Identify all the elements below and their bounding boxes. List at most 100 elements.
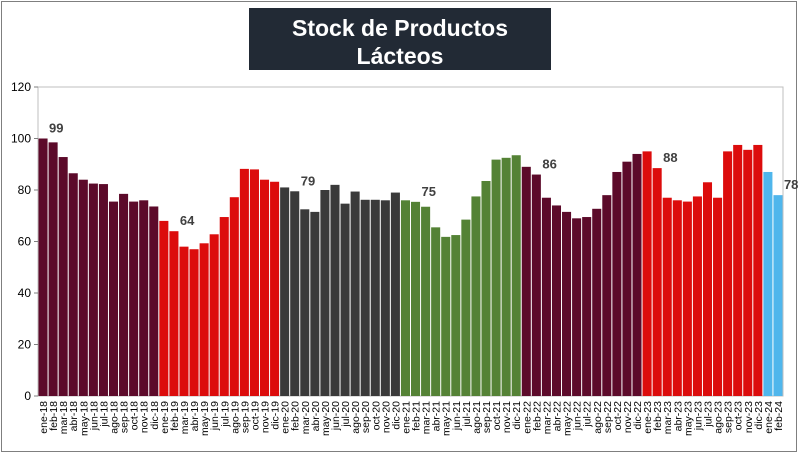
x-tick-label: jul-22 [582,401,594,428]
bar [98,184,108,396]
x-tick-label: sep-20 [360,401,372,433]
bar [270,181,280,396]
x-tick-label: ene-18 [38,401,50,434]
bar [602,195,612,396]
x-tick-label: mar-18 [58,401,70,434]
bar [189,249,199,396]
bar [58,157,68,396]
bar [239,168,249,396]
bar [370,199,380,396]
y-tick-label: 120 [11,80,31,94]
y-tick-label: 80 [18,183,32,197]
x-tick-label: may-22 [562,401,574,436]
x-tick-label: ene-22 [521,401,533,434]
x-tick-label: ago-19 [229,401,241,434]
x-tick-label: feb-24 [773,401,785,431]
x-tick-label: oct-22 [612,401,624,430]
x-tick-label: ene-24 [763,401,775,434]
bar [229,197,239,396]
x-tick-label: oct-20 [370,401,382,430]
bar [149,206,159,396]
x-tick-label: ene-21 [400,401,412,434]
x-tick-label: abr-22 [551,401,563,432]
x-tick-label: nov-21 [501,401,513,433]
x-tick-label: abr-19 [189,401,201,432]
x-tick-label: ene-19 [159,401,171,434]
x-tick-label: nov-19 [260,401,272,433]
bar [481,180,491,396]
bar [119,193,129,396]
x-tick-label: nov-18 [139,401,151,433]
y-tick-label: 20 [18,338,32,352]
bar [441,236,451,396]
x-tick-label: feb-22 [531,401,543,431]
bar [199,243,209,396]
bar [733,144,743,396]
x-tick-label: mar-23 [662,401,674,434]
bar [290,191,300,396]
x-tick-label: jun-21 [451,401,463,431]
bar [662,197,672,396]
bar [400,200,410,396]
x-tick-label: feb-21 [411,401,423,431]
x-tick-label: jun-23 [692,401,704,431]
x-tick-label: dic-22 [632,401,644,430]
bar [249,169,259,396]
bar [763,171,773,396]
bar [612,171,622,396]
bar [159,220,169,396]
x-tick-label: feb-20 [290,401,302,431]
bar [300,209,310,396]
x-tick-label: sep-22 [602,401,614,433]
x-tick-label: ene-20 [280,401,292,434]
x-tick-label: dic-20 [390,401,402,430]
chart-title-box: Stock de Productos Lácteos - enero 2018 … [249,8,551,92]
x-tick-label: dic-21 [511,401,523,430]
x-tick-label: ago-21 [471,401,483,434]
x-tick-label: abr-20 [310,401,322,432]
data-label: 79 [301,173,315,188]
x-tick-label: ene-23 [642,401,654,434]
x-tick-label: may-18 [78,401,90,436]
chart-title: Stock de Productos Lácteos [292,15,508,69]
x-tick-label: sep-21 [481,401,493,433]
x-tick-label: abr-23 [672,401,684,432]
x-tick-label: jun-18 [88,401,100,431]
x-tick-label: mar-19 [179,401,191,434]
x-tick-label: jul-21 [461,401,473,428]
bar [350,191,360,396]
x-tick-label: oct-23 [733,401,745,430]
x-tick-label: oct-18 [129,401,141,430]
bar [390,192,400,396]
bar [692,196,702,396]
bar [411,201,421,396]
bar [48,142,58,396]
bar [773,195,783,396]
x-tick-label: ago-20 [350,401,362,434]
bar [592,208,602,396]
data-label: 75 [422,184,436,199]
data-label: 88 [663,150,677,165]
x-tick-label: ago-22 [592,401,604,434]
bar [702,182,713,396]
bar [551,205,562,396]
bar [88,183,98,396]
y-tick-label: 0 [24,389,31,403]
x-tick-label: dic-18 [149,401,161,430]
data-label: 86 [542,157,556,172]
bar [521,166,531,396]
bar [622,161,632,396]
bar [491,159,501,396]
bar [38,138,48,396]
x-tick-label: mar-21 [421,401,433,434]
bar [68,173,78,396]
bar [219,217,229,396]
bar [320,190,330,396]
x-tick-label: nov-22 [622,401,634,433]
bar [179,246,189,396]
x-tick-label: may-20 [320,401,332,436]
bar [743,149,753,396]
x-tick-label: abr-18 [68,401,80,432]
x-tick-label: jul-19 [219,401,231,428]
bar [78,179,88,396]
